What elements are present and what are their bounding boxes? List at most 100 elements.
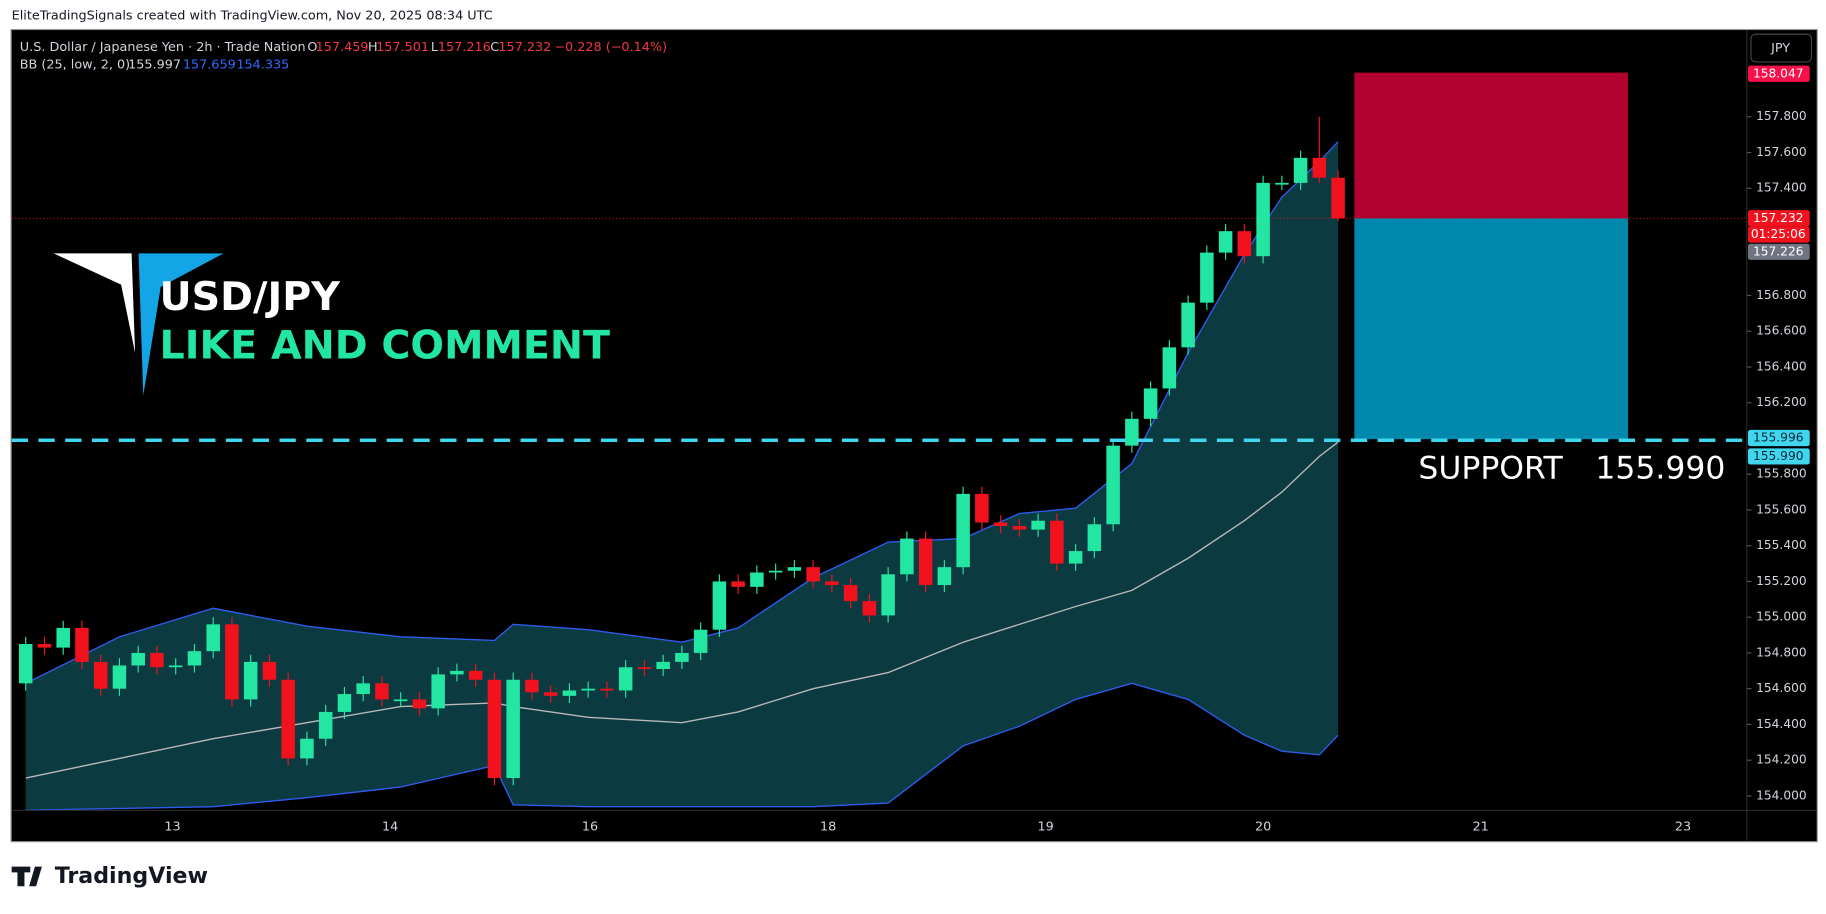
candle-body bbox=[1068, 551, 1083, 564]
candle-body bbox=[375, 683, 389, 700]
candle-body bbox=[468, 670, 483, 680]
y-tick-label: 155.400 bbox=[1756, 538, 1807, 552]
indicator-value: 157.659 bbox=[183, 57, 236, 72]
band-basis bbox=[25, 441, 1339, 779]
x-tick-label: 21 bbox=[1472, 820, 1488, 835]
candle-body bbox=[131, 652, 145, 666]
candle-body bbox=[393, 699, 408, 702]
candle-body bbox=[225, 624, 239, 700]
candle-body bbox=[1275, 182, 1289, 185]
x-tick-label: 23 bbox=[1675, 820, 1691, 835]
candle-body bbox=[656, 661, 670, 670]
y-tick-label: 157.800 bbox=[1756, 109, 1807, 123]
candle-body bbox=[450, 670, 464, 675]
candle-body bbox=[206, 624, 220, 652]
overlay: USD/JPY LIKE AND COMMENT U.S. Dollar / J… bbox=[11, 33, 1813, 889]
candle-body bbox=[637, 667, 652, 670]
ohlc-label: O bbox=[307, 40, 317, 55]
indicator-value: 155.997 bbox=[128, 57, 181, 72]
y-tick-label: 156.800 bbox=[1756, 288, 1807, 302]
currency[interactable]: JPY bbox=[1770, 41, 1790, 56]
candle-body bbox=[712, 581, 727, 630]
y-tick-label: 154.400 bbox=[1756, 717, 1807, 731]
candle-body bbox=[243, 661, 258, 700]
y-tick-label: 156.400 bbox=[1756, 360, 1807, 374]
attribution: EliteTradingSignals created with Trading… bbox=[12, 9, 493, 24]
candle-body bbox=[1181, 302, 1195, 348]
y-tick-label: 157.400 bbox=[1756, 181, 1807, 195]
y-tick-label: 157.600 bbox=[1756, 145, 1807, 159]
overlay-title: USD/JPY bbox=[160, 274, 341, 320]
support-label: 155.990 bbox=[1753, 449, 1804, 463]
candle-body bbox=[412, 699, 427, 709]
x-tick-label: 19 bbox=[1037, 820, 1053, 835]
ohlc-value: 157.216 bbox=[438, 40, 491, 55]
candle-body bbox=[356, 683, 370, 695]
candle-body bbox=[975, 493, 989, 523]
candle-body bbox=[37, 644, 52, 648]
candle-body bbox=[168, 665, 183, 668]
candle-body bbox=[1012, 526, 1027, 530]
candle-body bbox=[956, 493, 970, 568]
candle-body bbox=[862, 601, 877, 616]
candle-body bbox=[1162, 347, 1177, 389]
y-tick-label: 156.200 bbox=[1756, 395, 1807, 409]
y-tick-label: 154.600 bbox=[1756, 681, 1807, 695]
support-annotation-value: 155.990 bbox=[1595, 451, 1725, 487]
candle-body bbox=[525, 679, 539, 693]
countdown-box bbox=[1747, 226, 1810, 243]
countdown: 01:25:06 bbox=[1751, 227, 1806, 241]
x-tick-label: 16 bbox=[582, 820, 598, 835]
candle-body bbox=[581, 688, 595, 691]
candle-body bbox=[562, 690, 577, 696]
y-tick-label: 155.000 bbox=[1756, 610, 1807, 624]
currency-button[interactable] bbox=[1750, 33, 1813, 63]
band-lower bbox=[25, 682, 1339, 810]
support-annotation: SUPPORT bbox=[1418, 451, 1563, 487]
candle-body bbox=[337, 694, 352, 712]
x-tick-label: 20 bbox=[1255, 820, 1271, 835]
candle-body bbox=[187, 651, 202, 666]
support-label-box bbox=[1747, 448, 1810, 465]
y-tick-label: 154.200 bbox=[1756, 753, 1807, 767]
target-label-box bbox=[1747, 429, 1810, 447]
candle-body bbox=[300, 738, 314, 759]
ohlc-label: H bbox=[368, 40, 378, 55]
overlay-subtitle: LIKE AND COMMENT bbox=[160, 323, 611, 369]
candle-body bbox=[318, 711, 333, 739]
indicator-value: 154.335 bbox=[236, 57, 289, 72]
candle-body bbox=[543, 692, 558, 696]
candle-body bbox=[506, 679, 520, 779]
last-price-label: 157.232 bbox=[1753, 211, 1804, 225]
candle-body bbox=[112, 665, 127, 689]
ohlc-value: 157.459 bbox=[316, 40, 369, 55]
y-tick-label: 154.800 bbox=[1756, 645, 1807, 659]
candle-body bbox=[1200, 252, 1214, 303]
ohlc-value: 157.232 bbox=[498, 40, 551, 55]
y-tick-label: 156.600 bbox=[1756, 324, 1807, 338]
candle-body bbox=[1143, 388, 1158, 419]
indicator: BB (25, low, 2, 0) bbox=[20, 57, 130, 72]
stop-label-box bbox=[1747, 65, 1810, 82]
candle-body bbox=[1106, 445, 1120, 525]
x-tick-label: 18 bbox=[820, 820, 836, 835]
candle-body bbox=[900, 538, 914, 575]
target-label: 155.996 bbox=[1753, 431, 1804, 445]
footer-logo bbox=[11, 866, 42, 887]
y-tick-label: 155.200 bbox=[1756, 574, 1807, 588]
candle-body bbox=[18, 644, 33, 684]
candle-body bbox=[93, 661, 108, 689]
x-tick-label: 14 bbox=[382, 820, 398, 835]
ohlc-label: C bbox=[490, 40, 499, 55]
candle-body bbox=[881, 574, 895, 616]
ohlc-value: 157.501 bbox=[376, 40, 429, 55]
candle-body bbox=[825, 581, 839, 586]
candle-body bbox=[281, 679, 295, 759]
plot bbox=[11, 72, 1747, 810]
candle-body bbox=[1125, 418, 1139, 446]
candle-body bbox=[1031, 520, 1045, 530]
y-tick-label: 154.000 bbox=[1756, 788, 1807, 802]
candle-body bbox=[787, 567, 802, 571]
